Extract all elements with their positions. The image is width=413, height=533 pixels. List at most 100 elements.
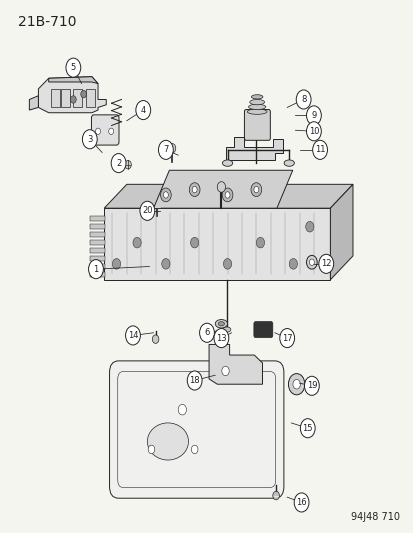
Circle shape: [289, 259, 297, 269]
Circle shape: [178, 405, 186, 415]
Polygon shape: [153, 170, 292, 208]
Text: 7: 7: [163, 146, 168, 155]
FancyBboxPatch shape: [85, 89, 95, 108]
Text: 11: 11: [314, 146, 325, 155]
FancyBboxPatch shape: [90, 256, 105, 261]
FancyBboxPatch shape: [90, 240, 105, 245]
Text: 9: 9: [311, 111, 316, 120]
Text: 4: 4: [140, 106, 145, 115]
Circle shape: [191, 445, 197, 454]
Circle shape: [279, 328, 294, 348]
Circle shape: [217, 182, 225, 192]
Circle shape: [221, 366, 229, 376]
Ellipse shape: [222, 160, 232, 166]
Text: 21B-710: 21B-710: [18, 14, 76, 29]
Circle shape: [312, 140, 327, 159]
Circle shape: [256, 237, 264, 248]
Circle shape: [306, 106, 320, 125]
FancyBboxPatch shape: [90, 272, 105, 277]
Circle shape: [306, 255, 316, 269]
Circle shape: [158, 140, 173, 159]
Circle shape: [214, 328, 228, 348]
Text: 94J48 710: 94J48 710: [350, 512, 399, 522]
Circle shape: [222, 188, 233, 202]
Text: 12: 12: [320, 260, 331, 268]
Circle shape: [225, 192, 230, 198]
Circle shape: [299, 419, 314, 438]
Circle shape: [109, 128, 114, 134]
Polygon shape: [38, 77, 106, 113]
Ellipse shape: [222, 327, 230, 332]
Circle shape: [140, 201, 154, 220]
Text: 17: 17: [281, 334, 292, 343]
Text: 6: 6: [204, 328, 209, 337]
Circle shape: [70, 96, 76, 103]
Text: 16: 16: [296, 498, 306, 507]
Circle shape: [272, 491, 279, 500]
Text: 10: 10: [308, 127, 318, 136]
Circle shape: [306, 122, 320, 141]
Text: 8: 8: [300, 95, 306, 104]
Ellipse shape: [147, 423, 188, 460]
Circle shape: [318, 254, 333, 273]
Circle shape: [189, 183, 199, 197]
Polygon shape: [104, 184, 352, 208]
Polygon shape: [209, 344, 262, 384]
Circle shape: [125, 326, 140, 345]
Text: 13: 13: [216, 334, 226, 343]
Circle shape: [135, 101, 150, 119]
Circle shape: [199, 323, 214, 342]
Circle shape: [82, 130, 97, 149]
Circle shape: [192, 187, 197, 193]
Ellipse shape: [215, 319, 227, 328]
Circle shape: [304, 376, 318, 395]
Circle shape: [81, 91, 86, 98]
Circle shape: [250, 183, 261, 197]
FancyBboxPatch shape: [61, 89, 70, 108]
Circle shape: [152, 335, 159, 343]
Text: 20: 20: [142, 206, 152, 215]
Circle shape: [112, 259, 120, 269]
Circle shape: [190, 237, 198, 248]
Circle shape: [66, 58, 81, 77]
Polygon shape: [104, 208, 330, 280]
FancyBboxPatch shape: [51, 89, 59, 108]
Ellipse shape: [218, 321, 224, 326]
FancyBboxPatch shape: [73, 89, 82, 108]
Circle shape: [253, 187, 258, 193]
Circle shape: [294, 493, 308, 512]
Polygon shape: [49, 77, 98, 84]
Circle shape: [124, 160, 131, 169]
Circle shape: [133, 237, 141, 248]
Text: 3: 3: [87, 135, 92, 144]
FancyBboxPatch shape: [90, 264, 105, 269]
Circle shape: [187, 371, 202, 390]
Text: 15: 15: [302, 424, 312, 433]
FancyBboxPatch shape: [109, 361, 283, 498]
Text: 19: 19: [306, 381, 316, 390]
FancyBboxPatch shape: [90, 248, 105, 253]
Text: 18: 18: [189, 376, 199, 385]
FancyBboxPatch shape: [253, 321, 272, 337]
FancyBboxPatch shape: [244, 110, 270, 140]
Ellipse shape: [283, 160, 294, 166]
Circle shape: [168, 143, 176, 153]
Polygon shape: [29, 96, 38, 110]
FancyBboxPatch shape: [90, 224, 105, 229]
Text: 1: 1: [93, 265, 98, 273]
FancyBboxPatch shape: [117, 372, 275, 488]
Polygon shape: [330, 184, 352, 280]
Circle shape: [223, 259, 231, 269]
Circle shape: [148, 445, 154, 454]
Text: 14: 14: [128, 331, 138, 340]
Circle shape: [88, 260, 103, 279]
Polygon shape: [225, 136, 282, 160]
FancyBboxPatch shape: [152, 205, 161, 208]
Circle shape: [292, 379, 299, 389]
Circle shape: [111, 154, 126, 173]
Circle shape: [95, 128, 100, 134]
Text: 5: 5: [71, 63, 76, 72]
Ellipse shape: [251, 95, 262, 99]
Text: 2: 2: [116, 159, 121, 167]
Circle shape: [161, 259, 170, 269]
